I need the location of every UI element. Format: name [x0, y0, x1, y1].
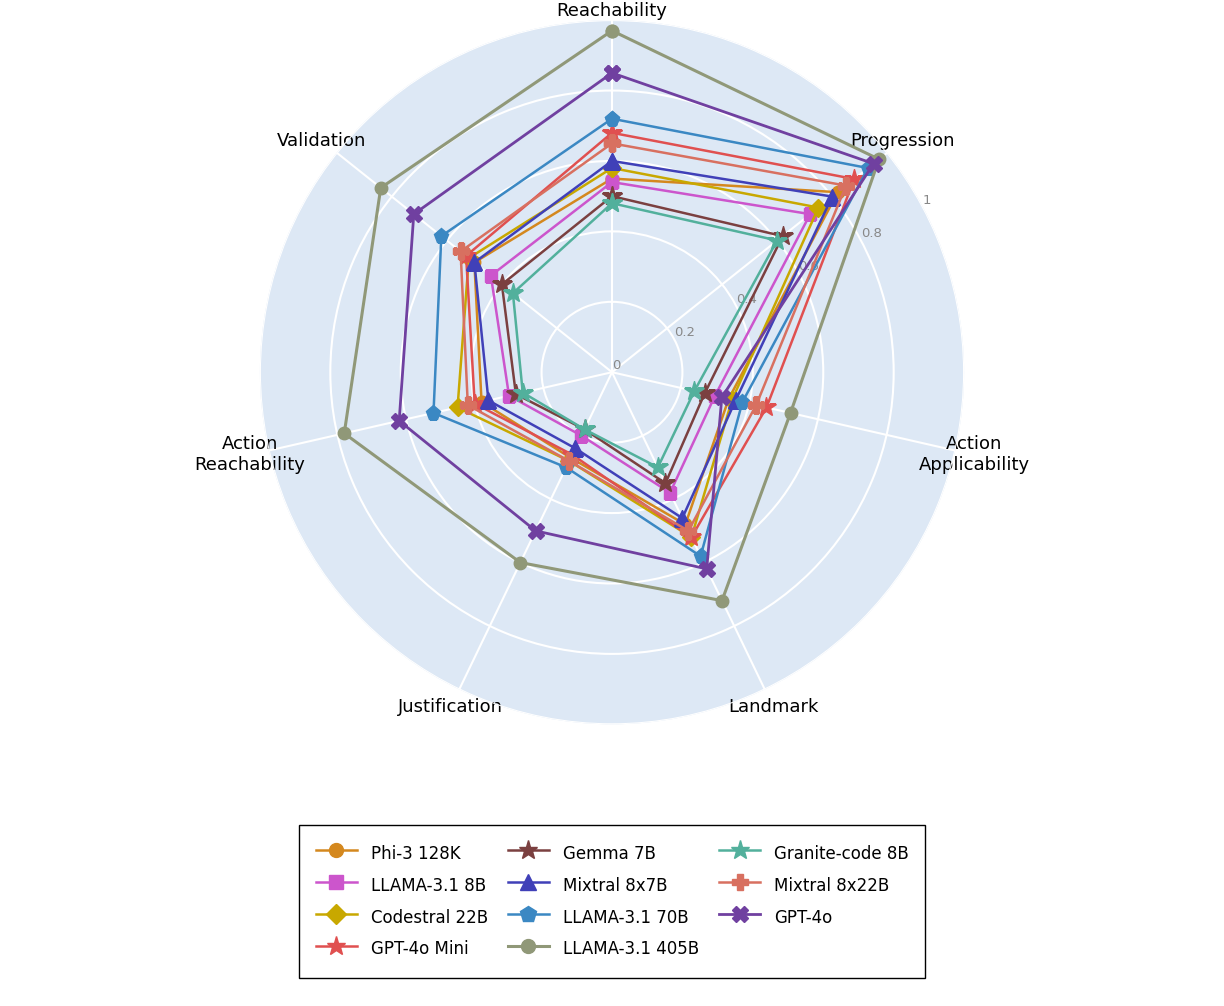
Legend: Phi-3 128K, LLAMA-3.1 8B, Codestral 22B, GPT-4o Mini, Gemma 7B, Mixtral 8x7B, LL: Phi-3 128K, LLAMA-3.1 8B, Codestral 22B,…	[299, 825, 925, 978]
